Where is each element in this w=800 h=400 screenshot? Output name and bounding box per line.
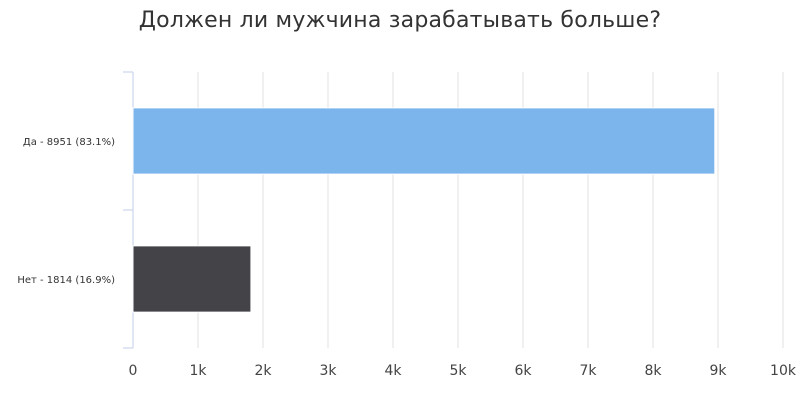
x-tick-label: 1k [189, 363, 207, 379]
x-tick-label: 3k [319, 363, 337, 379]
x-tick-label: 7k [579, 363, 597, 379]
x-tick-label: 5k [449, 363, 467, 379]
category-label: Нет - 1814 (16.9%) [17, 275, 115, 286]
x-tick-label: 6k [514, 363, 532, 379]
x-axis-tick-labels: 0 1k 2k 3k 4k 5k 6k 7k 8k 9k 10k [129, 363, 797, 379]
category-axis [123, 71, 134, 349]
bars [132, 107, 716, 313]
x-tick-label: 0 [129, 363, 138, 379]
category-labels: Да - 8951 (83.1%) Нет - 1814 (16.9%) [17, 137, 115, 286]
x-tick-label: 2k [254, 363, 272, 379]
chart-title: Должен ли мужчина зарабатывать больше? [138, 8, 662, 33]
x-tick-label: 10k [770, 363, 797, 379]
x-tick-label: 4k [384, 363, 402, 379]
bar [132, 107, 716, 175]
bar [132, 245, 252, 313]
x-tick-label: 8k [644, 363, 662, 379]
category-label: Да - 8951 (83.1%) [23, 137, 115, 148]
x-tick-label: 9k [709, 363, 727, 379]
